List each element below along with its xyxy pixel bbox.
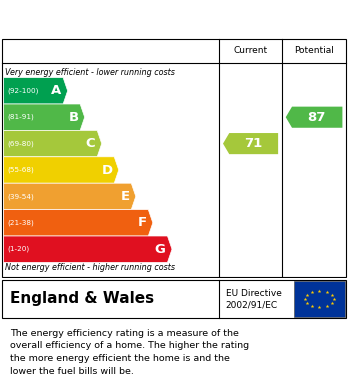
Text: (1-20): (1-20) (8, 246, 30, 253)
Text: (92-100): (92-100) (8, 88, 39, 94)
Text: A: A (51, 84, 61, 97)
Text: Current: Current (234, 46, 268, 55)
Polygon shape (223, 133, 278, 154)
Polygon shape (3, 183, 136, 210)
Text: C: C (86, 137, 95, 150)
Polygon shape (3, 236, 172, 262)
Text: (21-38): (21-38) (8, 220, 34, 226)
Polygon shape (3, 104, 85, 131)
Text: Not energy efficient - higher running costs: Not energy efficient - higher running co… (5, 264, 175, 273)
Text: EU Directive
2002/91/EC: EU Directive 2002/91/EC (226, 289, 282, 309)
Polygon shape (3, 77, 68, 104)
Text: Very energy efficient - lower running costs: Very energy efficient - lower running co… (5, 68, 175, 77)
Text: (81-91): (81-91) (8, 114, 34, 120)
Text: (55-68): (55-68) (8, 167, 34, 173)
Text: D: D (101, 163, 112, 176)
Text: E: E (120, 190, 129, 203)
Text: Energy Efficiency Rating: Energy Efficiency Rating (10, 12, 231, 27)
Text: F: F (137, 216, 147, 229)
Text: B: B (68, 111, 78, 124)
Polygon shape (3, 157, 119, 183)
Text: Potential: Potential (294, 46, 334, 55)
Text: England & Wales: England & Wales (10, 292, 155, 307)
Text: (39-54): (39-54) (8, 193, 34, 200)
Bar (294, 282, 345, 317)
Text: The energy efficiency rating is a measure of the
overall efficiency of a home. T: The energy efficiency rating is a measur… (10, 328, 250, 376)
Text: (69-80): (69-80) (8, 140, 34, 147)
Text: G: G (155, 243, 166, 256)
Polygon shape (3, 210, 153, 236)
Polygon shape (3, 131, 102, 157)
Text: 87: 87 (308, 111, 326, 124)
Polygon shape (286, 107, 342, 128)
Text: 71: 71 (244, 137, 262, 150)
